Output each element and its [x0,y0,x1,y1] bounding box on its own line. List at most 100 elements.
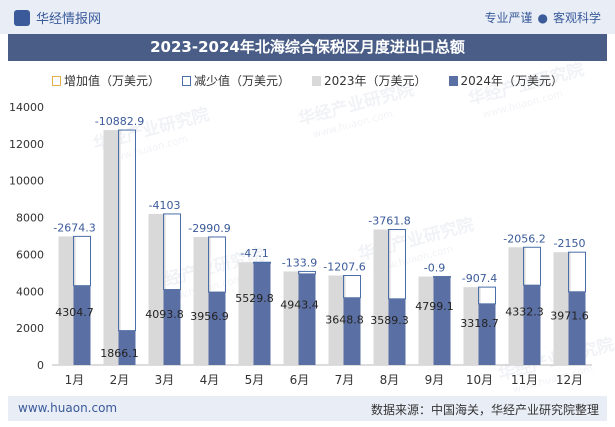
bar-2024 [253,263,271,365]
title-bar: 2023-2024年北海综合保税区月度进出口总额 [8,34,607,61]
bar-2023 [193,236,211,365]
chart-title: 2023-2024年北海综合保税区月度进出口总额 [150,38,465,56]
value-label-2024: 3971.6 [550,310,589,323]
x-tick-label: 2月 [110,373,130,387]
y-tick-label: 4000 [16,285,44,298]
bar-2024 [523,285,541,365]
x-tick-label: 12月 [556,373,583,387]
value-label-2024: 3956.9 [190,310,229,323]
change-box [208,236,226,293]
change-box [298,270,316,275]
y-tick-label: 6000 [16,248,44,261]
value-label-2024: 1866.1 [100,347,139,360]
bar-2023 [238,262,256,365]
bar-2023 [418,276,436,365]
legend-swatch-2024 [448,75,458,86]
change-label: -2150 [554,237,586,250]
footer-website: www.huaon.com [18,401,118,415]
legend-swatch-decrease [181,75,191,86]
y-tick-label: 2000 [16,322,44,335]
change-box [163,213,181,291]
slogan: 专业严谨 ● 客观科学 [484,9,601,26]
bar-2024 [478,303,496,365]
bar-2023 [463,287,481,365]
y-tick-label: 0 [37,359,44,372]
bar-2023 [58,236,76,365]
x-tick-label: 8月 [380,373,400,387]
change-box [253,261,271,264]
change-box [343,275,361,299]
x-tick-label: 3月 [155,373,175,387]
x-tick-label: 9月 [425,373,445,387]
change-label: -10882.9 [95,115,144,128]
legend-label-2024: 2024年（万美元） [460,74,564,88]
change-box [118,129,136,332]
x-tick-label: 7月 [335,373,355,387]
slogan-right: 客观科学 [552,11,601,25]
x-tick-label: 5月 [245,373,265,387]
change-label: -0.9 [424,262,445,275]
legend-label-increase: 增加值（万美元） [63,74,160,88]
bar-2023 [508,247,526,365]
change-label: -4103 [149,199,181,212]
x-tick-label: 6月 [290,373,310,387]
bar-2023 [283,271,301,365]
bar-2023 [553,252,571,365]
legend-swatch-2023 [311,75,321,86]
legend-swatch-increase [51,75,61,86]
bar-2024 [163,289,181,365]
change-label: -1207.6 [323,261,365,274]
value-label-2024: 4799.1 [415,300,454,313]
legend-item-2024: 2024年（万美元） [448,72,564,89]
legend-item-increase: 增加值（万美元） [51,72,160,89]
footer-source: 数据来源：中国海关，华经产业研究院整理 [370,403,599,417]
bar-2024 [343,297,361,365]
slogan-separator: ● [537,11,548,25]
brand-name: 华经情报网 [36,12,102,27]
bar-2024 [388,298,406,365]
change-box [478,286,496,305]
bar-2024 [118,330,136,365]
x-tick-label: 11月 [511,373,538,387]
legend-item-2023: 2023年（万美元） [311,72,427,89]
value-label-2024: 4093.8 [145,308,184,321]
change-box [388,229,406,300]
x-tick-label: 10月 [466,373,493,387]
change-label: -3761.8 [368,215,410,228]
legend-label-2023: 2023年（万美元） [323,74,427,88]
bar-2024 [73,285,91,365]
bar-2024 [298,273,316,365]
bar-2024 [433,276,451,365]
change-label: -2056.2 [503,232,545,245]
change-label: -47.1 [240,247,268,260]
value-label-2024: 3589.3 [370,314,409,327]
slogan-left: 专业严谨 [484,11,533,25]
y-tick-label: 14000 [9,101,44,114]
bar-2023 [148,213,166,365]
change-label: -2990.9 [188,222,230,235]
change-label: -907.4 [462,272,497,285]
legend-label-decrease: 减少值（万美元） [193,74,290,88]
value-label-2024: 5529.8 [235,292,274,305]
bar-2023 [328,275,346,365]
brand-logo-icon [14,9,30,26]
y-tick-label: 10000 [9,175,44,188]
y-tick-label: 12000 [9,138,44,151]
bar-2023 [373,229,391,365]
value-label-2024: 3318.7 [460,317,499,330]
x-tick-label: 4月 [200,373,220,387]
change-box [568,251,586,293]
legend: 增加值（万美元） 减少值（万美元） 2023年（万美元） 2024年（万美元） [0,72,615,89]
value-label-2024: 4943.4 [280,299,319,312]
value-label-2024: 3648.8 [325,313,364,326]
change-box [523,246,541,286]
value-label-2024: 4332.3 [505,306,544,319]
change-box [73,235,91,287]
bar-2024 [568,291,586,365]
x-tick-label: 1月 [65,373,85,387]
bar-2023 [103,130,121,365]
value-label-2024: 4304.7 [55,306,94,319]
change-label: -133.9 [282,256,317,269]
footer: www.huaon.com 数据来源：中国海关，华经产业研究院整理 [8,396,607,421]
